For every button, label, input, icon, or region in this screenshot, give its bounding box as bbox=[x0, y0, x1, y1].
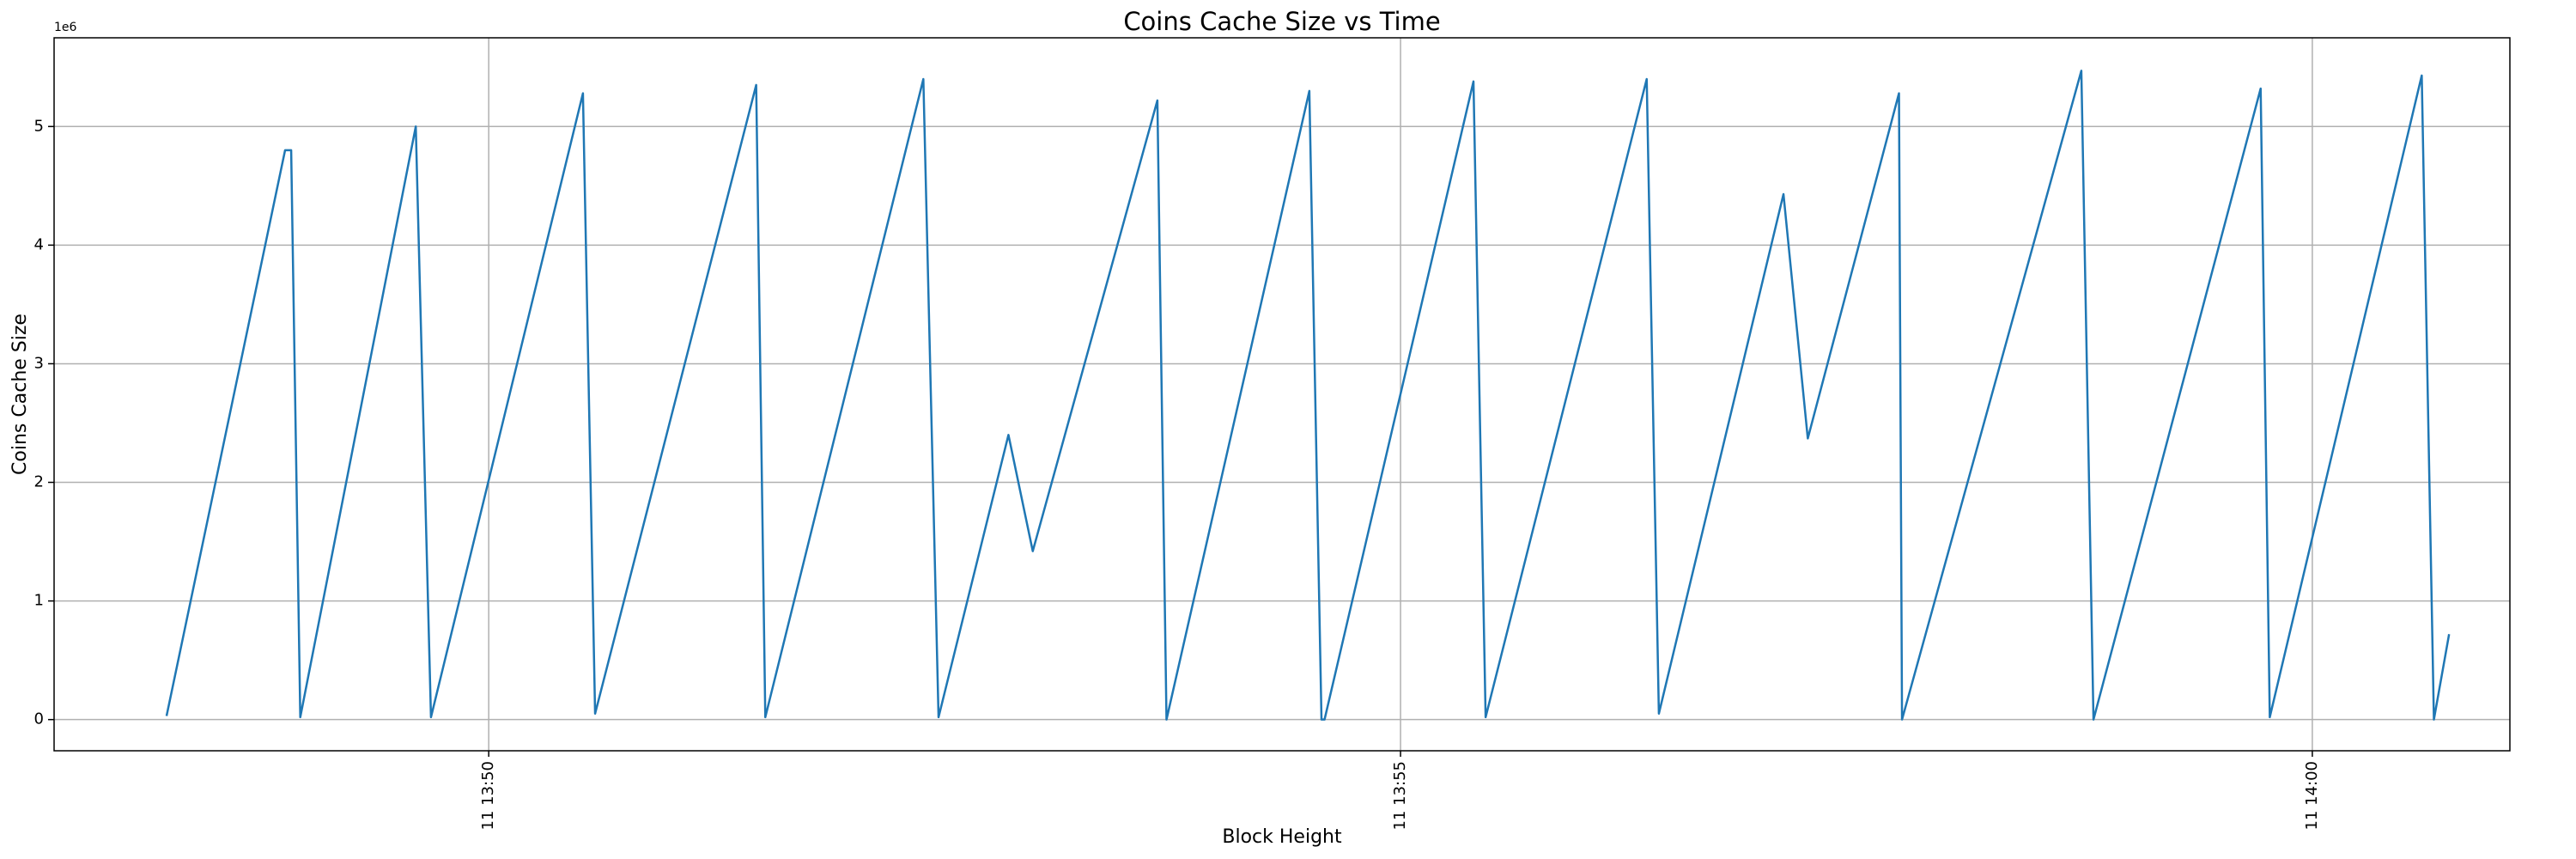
y-offset-label: 1e6 bbox=[54, 21, 77, 34]
y-axis-label: Coins Cache Size bbox=[9, 314, 31, 475]
x-tick-label: 11 13:55 bbox=[1391, 761, 1409, 831]
plot-frame bbox=[53, 37, 2511, 752]
chart-title: Coins Cache Size vs Time bbox=[1123, 7, 1440, 36]
x-tick-label: 11 13:50 bbox=[479, 761, 497, 831]
y-tick-label: 3 bbox=[34, 354, 44, 372]
x-tick-label: 11 14:00 bbox=[2303, 761, 2321, 831]
y-tick-label: 2 bbox=[34, 473, 44, 491]
data-line bbox=[165, 70, 2451, 721]
y-tick-label: 4 bbox=[34, 235, 44, 253]
y-tick-label: 5 bbox=[34, 117, 44, 135]
y-tick-label: 1 bbox=[34, 592, 44, 610]
y-tick-label: 0 bbox=[34, 710, 44, 728]
x-axis-label: Block Height bbox=[1222, 826, 1342, 848]
